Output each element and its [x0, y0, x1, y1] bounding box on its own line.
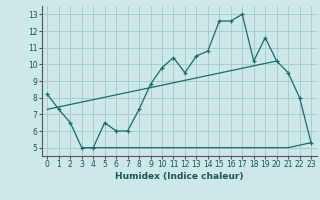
X-axis label: Humidex (Indice chaleur): Humidex (Indice chaleur): [115, 172, 244, 181]
